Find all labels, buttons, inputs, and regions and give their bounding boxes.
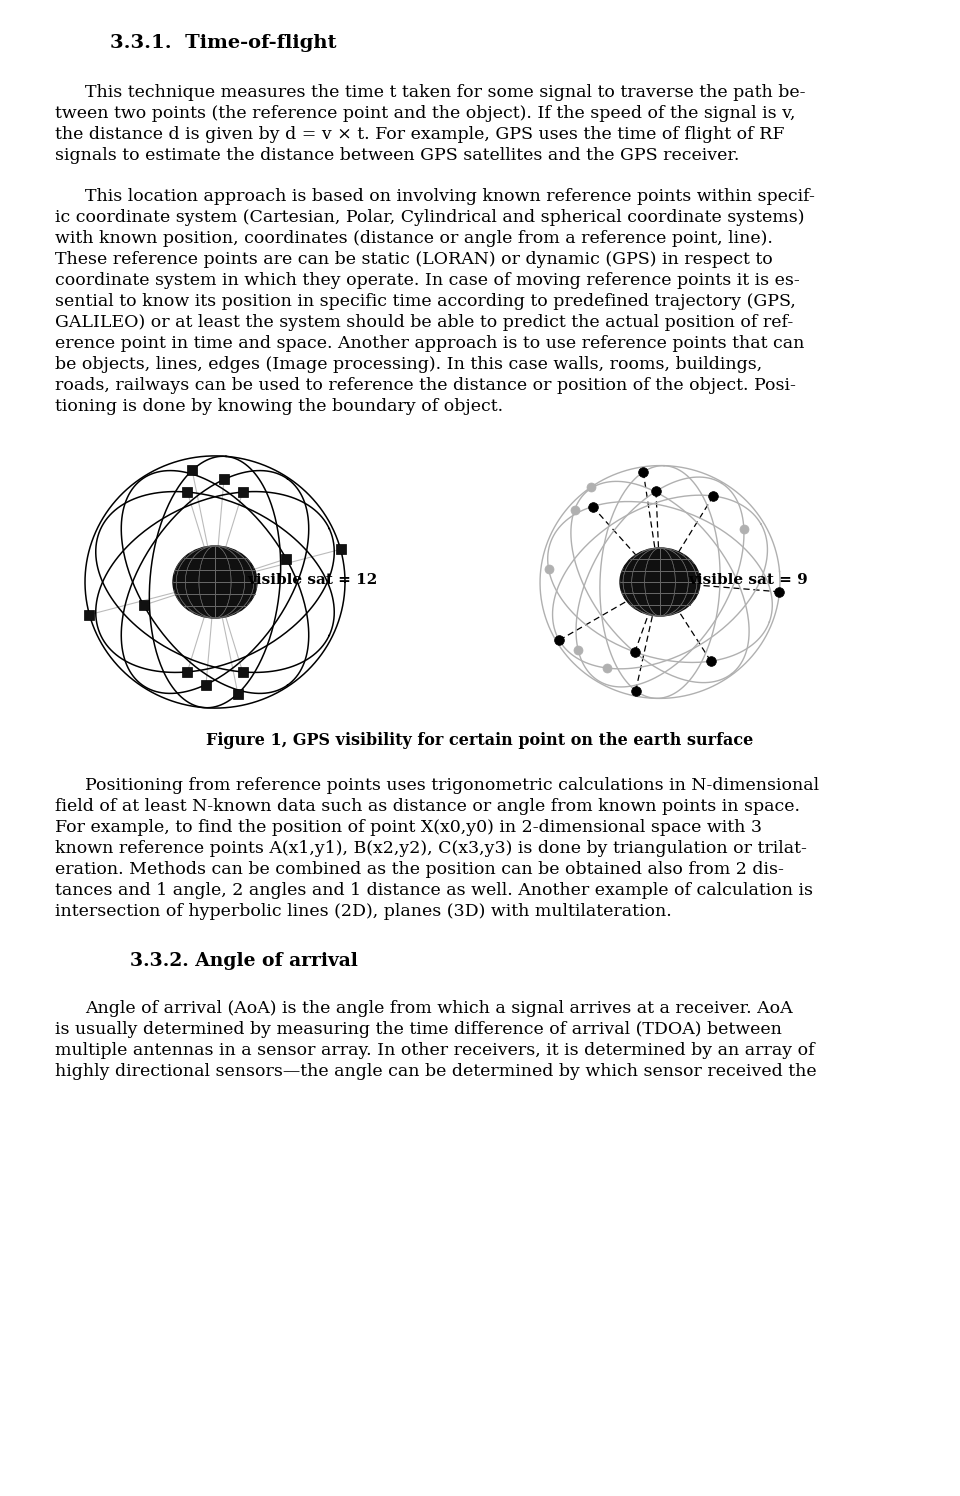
Text: be objects, lines, edges (Image processing). In this case walls, rooms, building: be objects, lines, edges (Image processi…: [55, 356, 762, 373]
Text: known reference points A(x1,y1), B(x2,y2), C(x3,y3) is done by triangulation or : known reference points A(x1,y1), B(x2,y2…: [55, 839, 806, 857]
Text: This technique measures the time t taken for some signal to traverse the path be: This technique measures the time t taken…: [85, 84, 805, 102]
Text: tween two points (the reference point and the object). If the speed of the signa: tween two points (the reference point an…: [55, 105, 796, 123]
Text: field of at least N-known data such as distance or angle from known points in sp: field of at least N-known data such as d…: [55, 797, 800, 815]
Text: Positioning from reference points uses trigonometric calculations in N-dimension: Positioning from reference points uses t…: [85, 776, 819, 794]
Text: multiple antennas in a sensor array. In other receivers, it is determined by an : multiple antennas in a sensor array. In …: [55, 1043, 815, 1059]
Text: roads, railways can be used to reference the distance or position of the object.: roads, railways can be used to reference…: [55, 377, 796, 393]
Text: tioning is done by knowing the boundary of object.: tioning is done by knowing the boundary …: [55, 398, 503, 414]
Text: 3.3.2. Angle of arrival: 3.3.2. Angle of arrival: [130, 951, 358, 969]
Text: 3.3.1.  Time-of-flight: 3.3.1. Time-of-flight: [110, 34, 337, 52]
Text: highly directional sensors—the angle can be determined by which sensor received : highly directional sensors—the angle can…: [55, 1064, 817, 1080]
Text: For example, to find the position of point X(x0,y0) in 2-dimensional space with : For example, to find the position of poi…: [55, 818, 762, 836]
Text: is usually determined by measuring the time difference of arrival (TDOA) between: is usually determined by measuring the t…: [55, 1020, 781, 1038]
Text: This location approach is based on involving known reference points within speci: This location approach is based on invol…: [85, 188, 815, 205]
Text: with known position, coordinates (distance or angle from a reference point, line: with known position, coordinates (distan…: [55, 230, 773, 247]
Ellipse shape: [173, 546, 257, 618]
Text: visible sat = 12: visible sat = 12: [247, 573, 377, 586]
Text: visible sat = 9: visible sat = 9: [688, 573, 807, 586]
Text: erence point in time and space. Another approach is to use reference points that: erence point in time and space. Another …: [55, 335, 804, 352]
Text: Figure 1, GPS visibility for certain point on the earth surface: Figure 1, GPS visibility for certain poi…: [206, 732, 754, 749]
Text: ic coordinate system (Cartesian, Polar, Cylindrical and spherical coordinate sys: ic coordinate system (Cartesian, Polar, …: [55, 209, 804, 226]
Text: sential to know its position in specific time according to predefined trajectory: sential to know its position in specific…: [55, 293, 796, 310]
Text: Angle of arrival (AoA) is the angle from which a signal arrives at a receiver. A: Angle of arrival (AoA) is the angle from…: [85, 999, 793, 1017]
Text: tances and 1 angle, 2 angles and 1 distance as well. Another example of calculat: tances and 1 angle, 2 angles and 1 dista…: [55, 883, 813, 899]
Ellipse shape: [620, 548, 700, 616]
Text: signals to estimate the distance between GPS satellites and the GPS receiver.: signals to estimate the distance between…: [55, 147, 739, 165]
Text: coordinate system in which they operate. In case of moving reference points it i: coordinate system in which they operate.…: [55, 272, 800, 289]
Text: the distance d is given by d = v × t. For example, GPS uses the time of flight o: the distance d is given by d = v × t. Fo…: [55, 126, 784, 144]
Text: These reference points are can be static (LORAN) or dynamic (GPS) in respect to: These reference points are can be static…: [55, 251, 773, 268]
Text: eration. Methods can be combined as the position can be obtained also from 2 dis: eration. Methods can be combined as the …: [55, 862, 784, 878]
Text: GALILEO) or at least the system should be able to predict the actual position of: GALILEO) or at least the system should b…: [55, 314, 793, 331]
Text: intersection of hyperbolic lines (2D), planes (3D) with multilateration.: intersection of hyperbolic lines (2D), p…: [55, 904, 672, 920]
